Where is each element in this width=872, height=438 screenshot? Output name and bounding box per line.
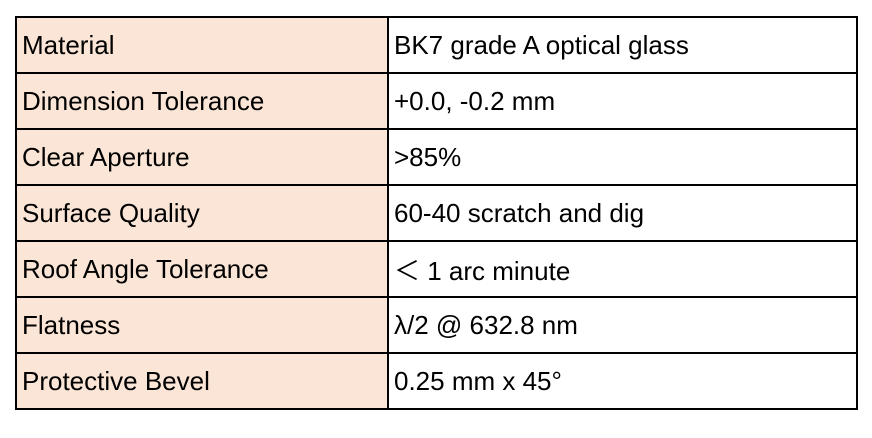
spec-label-roof-angle-tolerance: Roof Angle Tolerance [15,240,389,298]
spec-value-flatness: λ/2 @ 632.8 nm [387,296,858,354]
spec-label-material: Material [15,16,389,74]
spec-label-flatness: Flatness [15,296,389,354]
table-row: Protective Bevel 0.25 mm x 45° [15,352,858,410]
spec-value-roof-angle-tolerance: ＜ 1 arc minute [387,240,858,298]
specifications-table-body: Material BK7 grade A optical glass Dimen… [15,16,858,410]
spec-label-clear-aperture: Clear Aperture [15,128,389,186]
spec-value-clear-aperture: >85% [387,128,858,186]
spec-label-protective-bevel: Protective Bevel [15,352,389,410]
spec-label-dimension-tolerance: Dimension Tolerance [15,72,389,130]
spec-value-material: BK7 grade A optical glass [387,16,858,74]
table-row: Dimension Tolerance +0.0, -0.2 mm [15,72,858,130]
table-row: Roof Angle Tolerance ＜ 1 arc minute [15,240,858,298]
spec-value-surface-quality: 60-40 scratch and dig [387,184,858,242]
spec-label-surface-quality: Surface Quality [15,184,389,242]
spec-value-dimension-tolerance: +0.0, -0.2 mm [387,72,858,130]
specifications-table: Material BK7 grade A optical glass Dimen… [15,16,858,410]
table-row: Clear Aperture >85% [15,128,858,186]
spec-value-protective-bevel: 0.25 mm x 45° [387,352,858,410]
table-row: Surface Quality 60-40 scratch and dig [15,184,858,242]
table-row: Flatness λ/2 @ 632.8 nm [15,296,858,354]
table-row: Material BK7 grade A optical glass [15,16,858,74]
